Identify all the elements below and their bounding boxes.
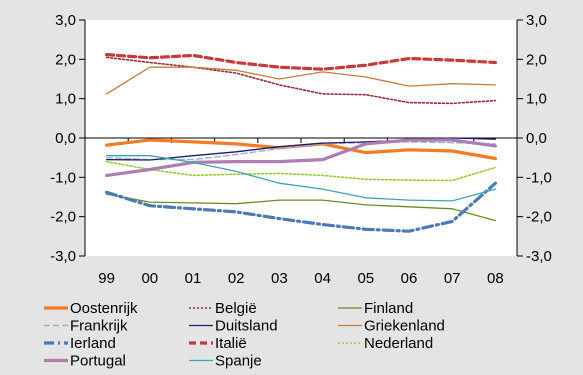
y-tick-label-left: -1,0 [50,169,76,186]
legend-label: Frankrijk [70,318,128,335]
series-line-9 [104,138,497,177]
series-line-5 [105,66,497,95]
series-line-6 [104,181,497,233]
x-tick-label: 03 [271,270,288,287]
y-tick-label-left: 1,0 [55,91,76,108]
legend-item-8: Nederland [338,335,433,352]
legend-label: Italië [215,335,247,352]
x-tick-label: 02 [228,270,245,287]
legend-item-9: Portugal [44,353,126,370]
series-line-10 [105,155,497,202]
series-line-2 [105,193,497,222]
legend-item-2: Finland [338,300,413,317]
x-tick-label: 01 [185,270,202,287]
x-tick-label: 08 [487,270,504,287]
series-line-7 [104,52,497,71]
series-line-1 [105,56,497,105]
legend-label: Portugal [70,353,126,370]
legend-item-4: Duitsland [189,318,278,335]
legend-label: Griekenland [364,318,445,335]
legend-label: Oostenrijk [70,300,138,317]
y-tick-label-left: 0,0 [55,130,76,147]
y-tick-label-left: -3,0 [50,248,76,265]
legend-label: België [215,300,257,317]
y-tick-label-right: 0,0 [526,130,547,147]
y-tick-label-left: 3,0 [55,12,76,29]
legend-label: Nederland [364,335,433,352]
y-tick-label-right: 3,0 [526,12,547,29]
legend-item-0: Oostenrijk [44,300,138,317]
legend-item-3: Frankrijk [44,318,128,335]
x-tick-label: 06 [401,270,418,287]
y-tick-label-right: -1,0 [526,169,552,186]
legend-label: Finland [364,300,413,317]
legend-item-10: Spanje [189,353,262,370]
legend-label: Ierland [70,335,116,352]
x-tick-label: 05 [357,270,374,287]
legend-item-6: Ierland [44,335,116,352]
y-tick-label-left: 2,0 [55,51,76,68]
y-tick-label-left: -2,0 [50,209,76,226]
x-tick-label: 99 [98,270,115,287]
legend-item-5: Griekenland [338,318,445,335]
y-tick-label-right: -3,0 [526,248,552,265]
series-line-8 [105,160,497,182]
legend-item-1: België [189,300,257,317]
x-tick-label: 04 [314,270,331,287]
x-tick-label: 07 [444,270,461,287]
y-tick-label-right: 1,0 [526,91,547,108]
legend-label: Spanje [215,353,262,370]
y-tick-label-right: 2,0 [526,51,547,68]
legend-label: Duitsland [215,318,278,335]
x-tick-label: 00 [141,270,158,287]
y-tick-label-right: -2,0 [526,209,552,226]
legend-item-7: Italië [189,335,247,352]
